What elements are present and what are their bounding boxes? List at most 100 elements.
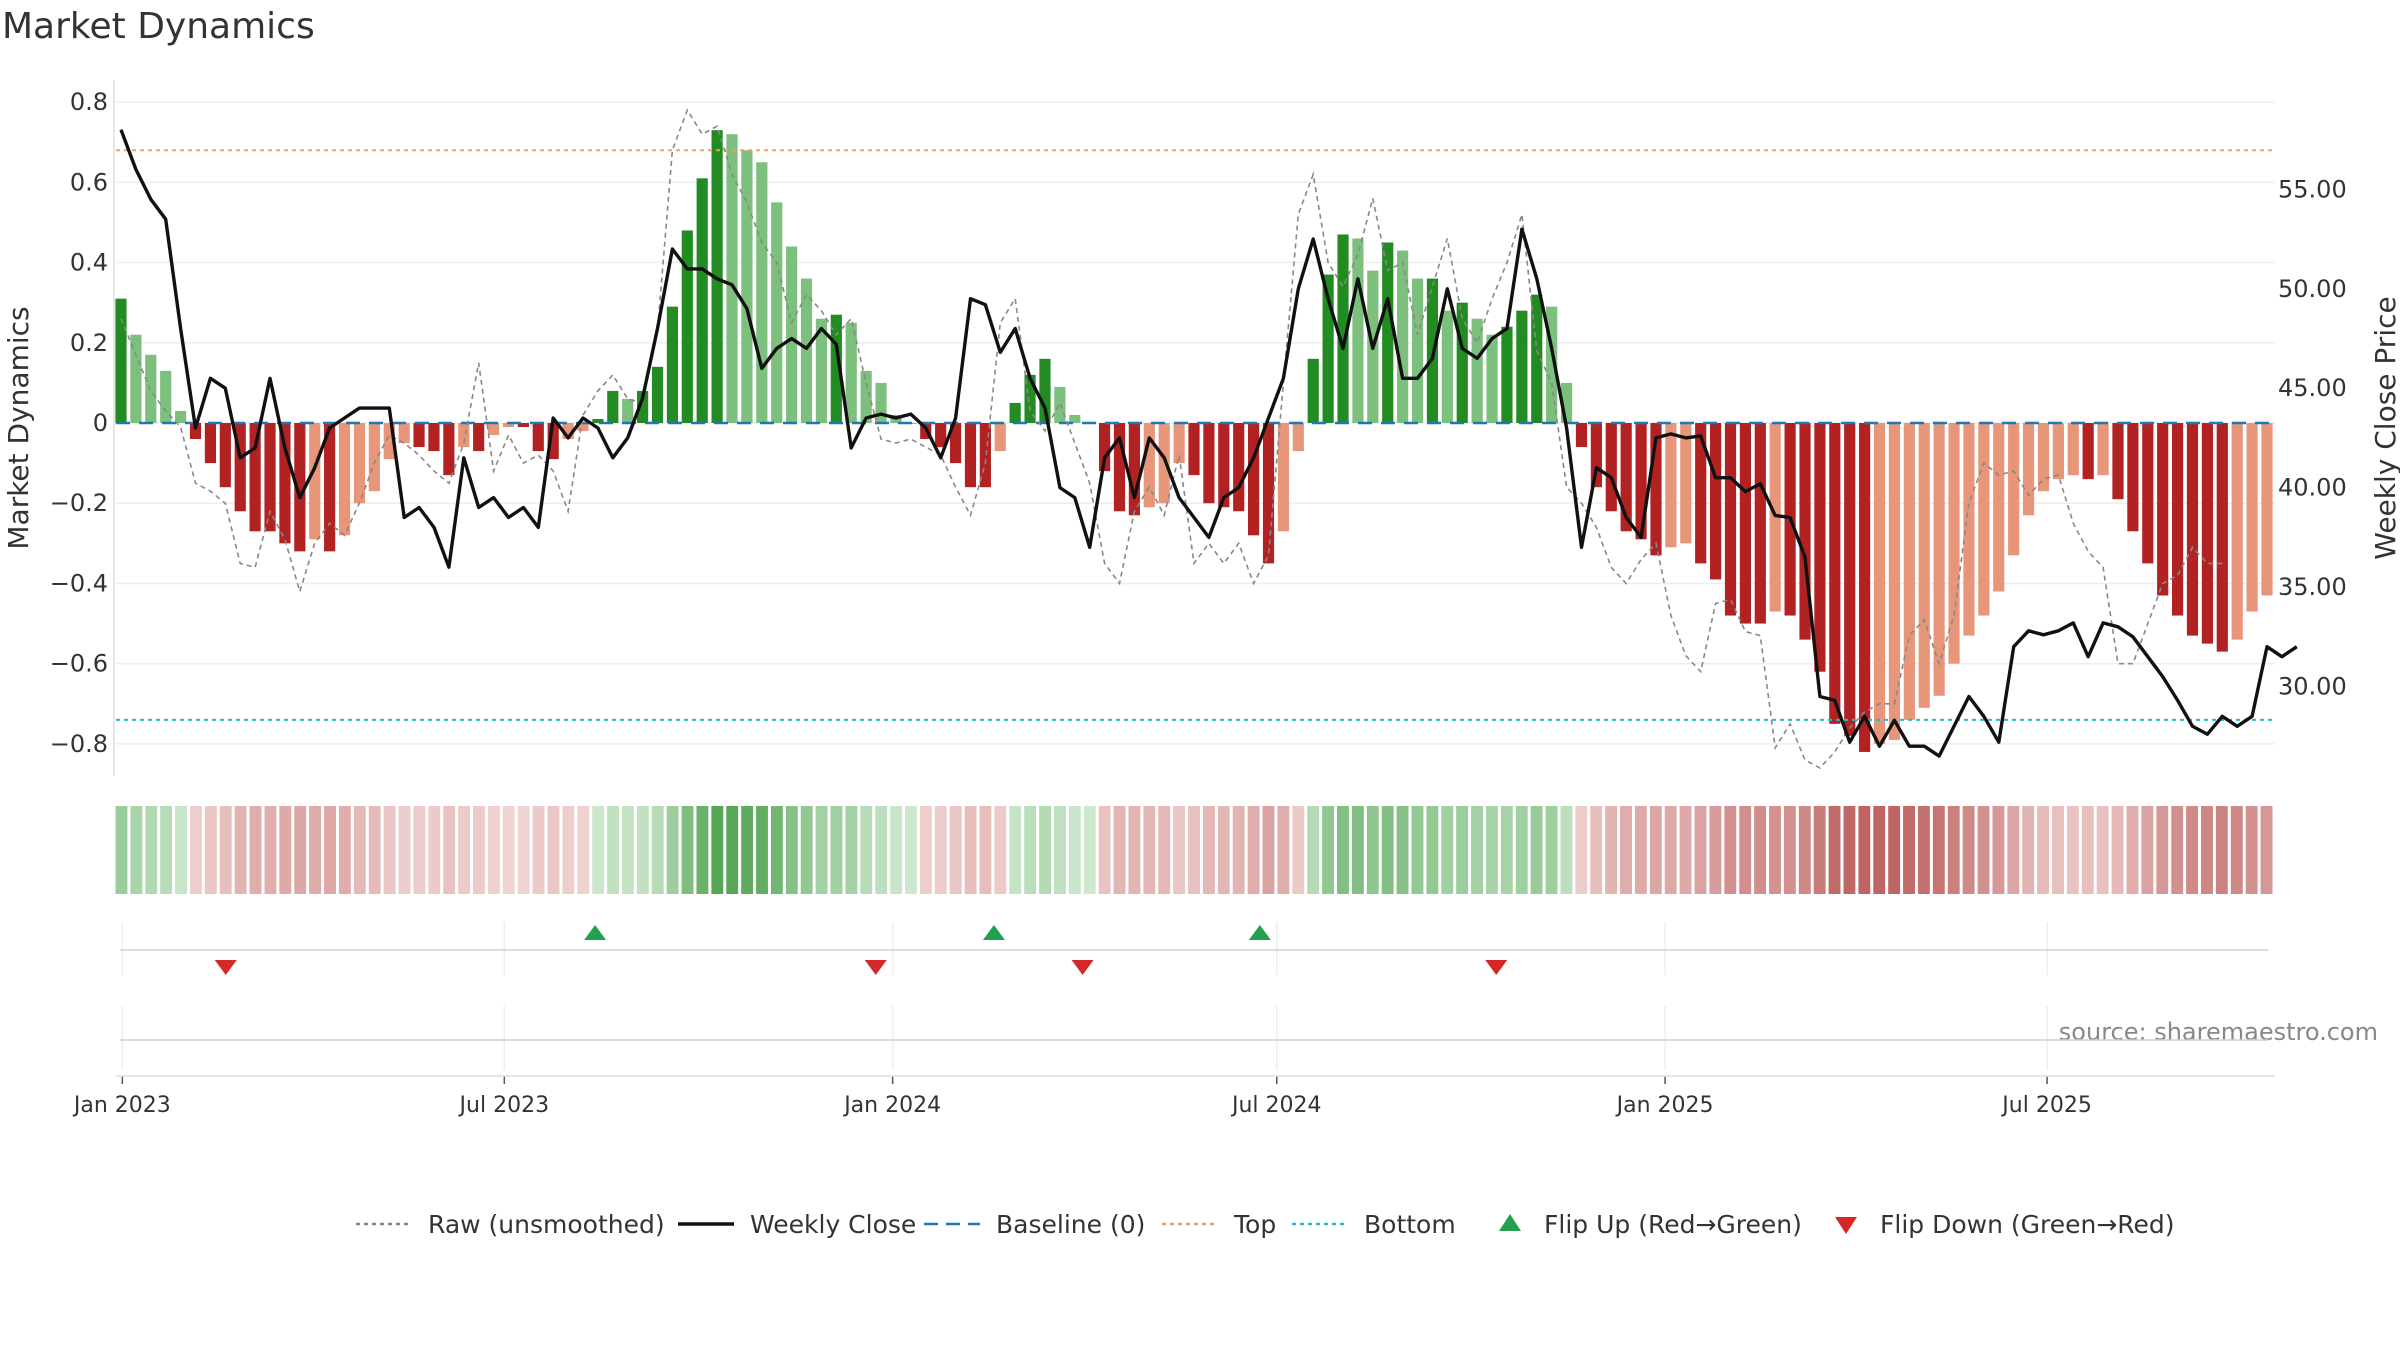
heat-strip-cell — [458, 806, 471, 894]
heat-strip-cell — [592, 806, 605, 894]
market-dynamics-bar — [1009, 402, 1021, 423]
market-dynamics-bar — [2052, 423, 2064, 480]
market-dynamics-bar — [443, 423, 455, 476]
market-dynamics-bar — [1918, 423, 1930, 708]
market-dynamics-bar — [189, 423, 202, 440]
y-tick-label: 0.8 — [70, 88, 108, 116]
market-dynamics-bar — [696, 178, 708, 423]
heat-strip-cell — [994, 806, 1007, 894]
market-dynamics-bar — [1575, 423, 1588, 448]
market-dynamics-bar — [1501, 326, 1513, 423]
heat-strip-cell — [189, 806, 202, 894]
market-dynamics-bar — [1680, 423, 1692, 544]
market-dynamics-bar — [2112, 423, 2124, 500]
flip-up-marker — [1248, 925, 1271, 940]
market-dynamics-bar — [1262, 423, 1275, 564]
x-tick-label: Jan 2024 — [842, 1093, 941, 1118]
market-dynamics-bar — [1113, 423, 1126, 512]
market-dynamics-bar — [502, 423, 515, 428]
heat-strip-cell — [1217, 806, 1230, 894]
legend-item: Flip Up (Red→Green) — [1499, 1210, 1802, 1239]
heat-strip-cell — [785, 806, 798, 894]
market-dynamics-bar — [1203, 423, 1215, 504]
x-tick-label: Jan 2023 — [72, 1093, 171, 1118]
heat-strip-cell — [711, 806, 724, 894]
heat-strip-cell — [1575, 806, 1588, 894]
market-dynamics-bar — [368, 423, 380, 492]
market-dynamics-bar — [800, 278, 813, 423]
legend-swatch — [1499, 1214, 1521, 1231]
market-dynamics-bar — [1292, 423, 1304, 452]
source-text: source: sharemaestro.com — [2059, 1018, 2378, 1046]
market-dynamics-bar — [1411, 278, 1424, 423]
weekly-close-line — [119, 129, 2298, 758]
y2-tick-label: 30.00 — [2278, 673, 2347, 701]
y2-tick-label: 45.00 — [2278, 374, 2347, 402]
market-dynamics-bar — [2097, 423, 2109, 476]
market-dynamics-bar — [2216, 423, 2228, 652]
market-dynamics-bar — [294, 423, 306, 552]
market-dynamics-bar — [1620, 423, 1632, 532]
heat-strip-cell — [1113, 806, 1126, 894]
heat-strip-cell — [577, 806, 590, 894]
heat-strip-cell — [1903, 806, 1915, 894]
heat-strip-cell — [666, 806, 679, 894]
market-dynamics-bar — [1069, 414, 1081, 423]
market-dynamics-bar — [1143, 423, 1155, 508]
legend-label: Weekly Close — [750, 1210, 916, 1239]
market-dynamics-bar — [1546, 306, 1558, 423]
y-axis-label: Market Dynamics — [2, 306, 35, 549]
market-dynamics-bar — [1948, 423, 1960, 664]
market-dynamics-bar — [1531, 294, 1543, 423]
market-dynamics-bar — [726, 134, 738, 423]
market-dynamics-bar — [666, 306, 678, 423]
x-tick-label: Jul 2024 — [1230, 1093, 1322, 1118]
heat-strip-cell — [1456, 806, 1469, 894]
y-tick-label: 0.6 — [70, 168, 108, 196]
heat-strip-cell — [473, 806, 485, 894]
heat-strip-cell — [1605, 806, 1618, 894]
heat-strip-cell — [621, 806, 634, 894]
market-dynamics-bar — [1993, 423, 2005, 592]
flip-up-marker — [982, 925, 1005, 940]
y2-tick-label: 40.00 — [2278, 474, 2347, 502]
heat-strip-cell — [309, 806, 322, 894]
market-dynamics-bar — [160, 370, 172, 423]
heat-strip-cell — [562, 806, 575, 894]
market-dynamics-bar — [2246, 423, 2258, 612]
heat-strip-cell — [2111, 806, 2124, 894]
heat-strip-cell — [770, 806, 783, 894]
heat-strip-cell — [919, 806, 932, 894]
market-dynamics-bar — [279, 423, 291, 544]
market-dynamics-bar — [994, 423, 1006, 452]
heat-strip-cell — [2022, 806, 2035, 894]
raw-unsmoothed-line — [120, 108, 2223, 769]
heat-strip-cell — [2066, 806, 2079, 894]
market-dynamics-bar — [309, 423, 321, 540]
market-dynamics-bar — [979, 423, 991, 488]
heat-strip-cell — [1158, 806, 1171, 894]
heat-strip-cell — [2186, 806, 2199, 894]
y-tick-label: 0.2 — [70, 329, 108, 357]
market-dynamics-bar — [786, 246, 798, 423]
heat-strip-cell — [487, 806, 500, 894]
heat-strip-cell — [249, 806, 262, 894]
heat-strip-cell — [1471, 806, 1483, 894]
flip-up-marker — [584, 925, 607, 940]
market-dynamics-bar — [1978, 423, 1990, 616]
heat-strip-cell — [1262, 806, 1275, 894]
heat-strip-cell — [160, 806, 173, 894]
market-dynamics-bar — [1903, 423, 1915, 720]
market-dynamics-bar — [383, 423, 395, 460]
heat-strip-cell — [2096, 806, 2109, 894]
heat-strip-cell — [547, 806, 560, 894]
heat-strip-cell — [1813, 806, 1826, 894]
market-dynamics-bar — [592, 418, 604, 423]
heat-strip-cell — [949, 806, 962, 894]
y2-axis-label: Weekly Close Price — [2369, 296, 2400, 559]
market-dynamics-bar — [1605, 423, 1617, 512]
heat-strip-cell — [1679, 806, 1692, 894]
market-dynamics-bar — [1516, 310, 1528, 423]
heat-strip-cell — [651, 806, 664, 894]
y-tick-label: −0.2 — [50, 489, 108, 517]
